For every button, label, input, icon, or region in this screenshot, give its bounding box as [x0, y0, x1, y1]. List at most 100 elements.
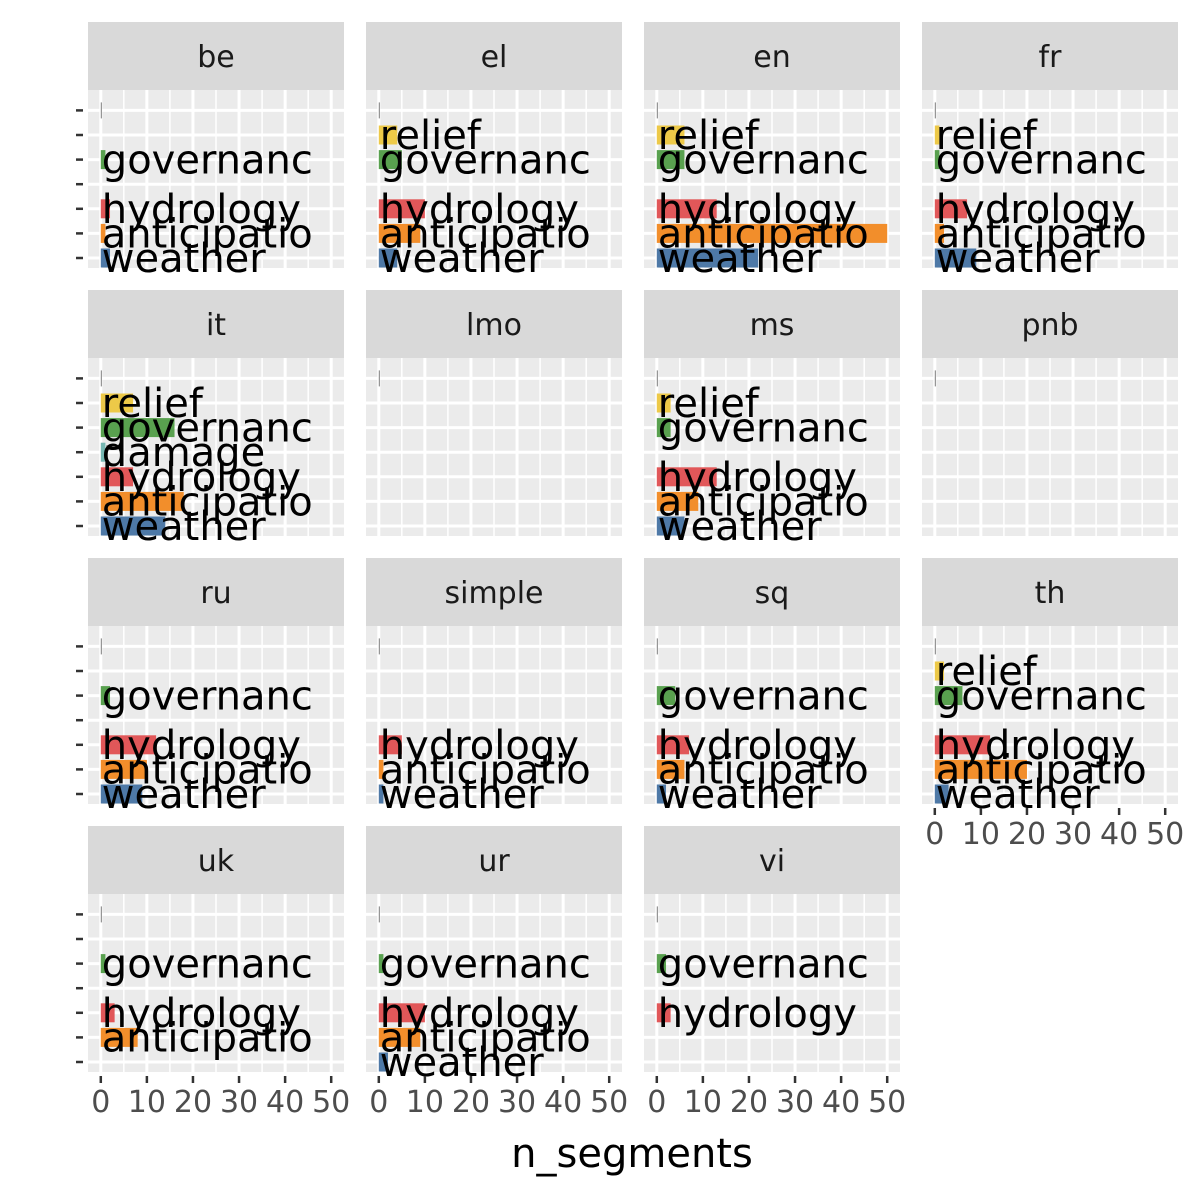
bar-weather [656, 248, 759, 268]
x-tick-label: 0 [91, 1085, 110, 1120]
bar-governanc [656, 686, 676, 706]
bar-anticipatio [378, 759, 384, 779]
bar-label-anticipatio: anticipatio [102, 479, 313, 525]
x-tick-label: 20 [452, 1085, 490, 1120]
bar-weather [934, 784, 949, 804]
bar-label-weather: weather [102, 236, 266, 282]
bar-label-hydrology: hydrology [380, 187, 579, 233]
facet-plot-area: weatheranticipatiohydrologygovernancreli… [366, 90, 622, 282]
bar-label-weather: weather [380, 772, 544, 818]
facet-strip [366, 290, 622, 358]
facet-plot-area [366, 358, 622, 536]
bar-label-weather: weather [658, 772, 822, 818]
facet-strip [922, 22, 1178, 90]
bar-label-governanc: governanc [102, 674, 313, 720]
bar-governanc [100, 954, 106, 974]
x-tick-label: 10 [684, 1085, 722, 1120]
facet-strip-label: pnb [1021, 308, 1078, 343]
bar-relief [934, 661, 945, 681]
bar-anticipatio [378, 1027, 421, 1047]
facet-strip-label: sq [755, 576, 790, 611]
bar-label-hydrology: hydrology [658, 723, 857, 769]
facet-strip [922, 558, 1178, 626]
bar-label-weather: weather [658, 236, 822, 282]
bar-hydrology [656, 199, 717, 219]
bar-label-anticipatio: anticipatio [658, 479, 869, 525]
bar-label-governanc: governanc [102, 942, 313, 988]
bar-na [656, 102, 658, 119]
bar-na [378, 370, 380, 387]
facet-panel-ms: ms weatheranticipatiohydrologygovernancre… [644, 290, 900, 550]
facet-plot-area: weatheranticipatiohydrologygovernancreli… [644, 358, 900, 550]
bar-anticipatio [934, 223, 945, 243]
bar-hydrology [934, 199, 968, 219]
bar-hydrology [934, 735, 991, 755]
bar-label-anticipatio: anticipatio [380, 747, 591, 793]
bar-anticipatio [656, 223, 888, 243]
facet-panel-lmo: lmo [366, 290, 622, 536]
bar-na [378, 102, 380, 119]
facet-strip-label: vi [759, 844, 785, 879]
bar-relief [656, 125, 685, 145]
bar-governanc [100, 150, 106, 170]
bar-label-hydrology: hydrology [380, 723, 579, 769]
x-tick-label: 30 [220, 1085, 258, 1120]
facet-plot-area: weatheranticipatiohydrologydamagegoverna… [88, 358, 344, 550]
x-tick-label: 20 [174, 1085, 212, 1120]
bar-weather [934, 248, 977, 268]
facet-strip-label: lmo [466, 308, 522, 343]
bar-label-hydrology: hydrology [102, 187, 301, 233]
bar-label-hydrology: hydrology [380, 991, 579, 1037]
x-tick-label: 0 [369, 1085, 388, 1120]
bar-label-anticipatio: anticipatio [380, 1015, 591, 1061]
x-tick-label: 0 [925, 817, 944, 852]
bar-weather [656, 784, 667, 804]
bar-label-relief: relief [936, 649, 1038, 695]
facet-strip [366, 826, 622, 894]
x-tick-label: 40 [266, 1085, 304, 1120]
bar-label-weather: weather [380, 236, 544, 282]
facet-strip-label: be [197, 40, 235, 75]
bar-label-relief: relief [380, 113, 482, 159]
facet-strip [88, 290, 344, 358]
x-tick-label: 50 [1146, 817, 1184, 852]
facet-strip-label: ur [478, 844, 510, 879]
bar-hydrology [378, 199, 425, 219]
bar-relief [378, 125, 398, 145]
facet-strip-label: fr [1039, 40, 1063, 75]
bar-governanc [378, 150, 402, 170]
bar-label-hydrology: hydrology [936, 723, 1135, 769]
facet-grid: beweatheranticipatiohydrologygovernancel… [76, 22, 1184, 1120]
bar-label-anticipatio: anticipatio [936, 211, 1147, 257]
bar-governanc [934, 686, 963, 706]
bar-anticipatio [100, 491, 184, 511]
bar-label-governanc: governanc [658, 674, 869, 720]
bar-anticipatio [100, 223, 106, 243]
bar-label-relief: relief [658, 381, 760, 427]
bar-relief [100, 393, 134, 413]
bar-governanc [378, 954, 384, 974]
x-tick-label: 40 [544, 1085, 582, 1120]
bar-weather [378, 248, 398, 268]
bar-governanc [656, 418, 671, 438]
bar-weather [656, 516, 685, 536]
bar-anticipatio [100, 1027, 138, 1047]
facet-panel-el: el weatheranticipatiohydrologygovernancre… [366, 22, 622, 282]
x-tick-label: 10 [962, 817, 1000, 852]
bar-weather [378, 784, 384, 804]
bar-anticipatio [934, 759, 1027, 779]
bar-label-hydrology: hydrology [658, 991, 857, 1037]
bar-governanc [100, 418, 175, 438]
bar-hydrology [656, 467, 717, 487]
facet-strip-label: it [206, 308, 226, 343]
x-tick-label: 30 [1054, 817, 1092, 852]
bar-label-hydrology: hydrology [102, 723, 301, 769]
bar-hydrology [100, 467, 134, 487]
bar-na [378, 906, 380, 923]
bar-label-weather: weather [102, 504, 266, 550]
facet-strip-label: ms [750, 308, 795, 343]
